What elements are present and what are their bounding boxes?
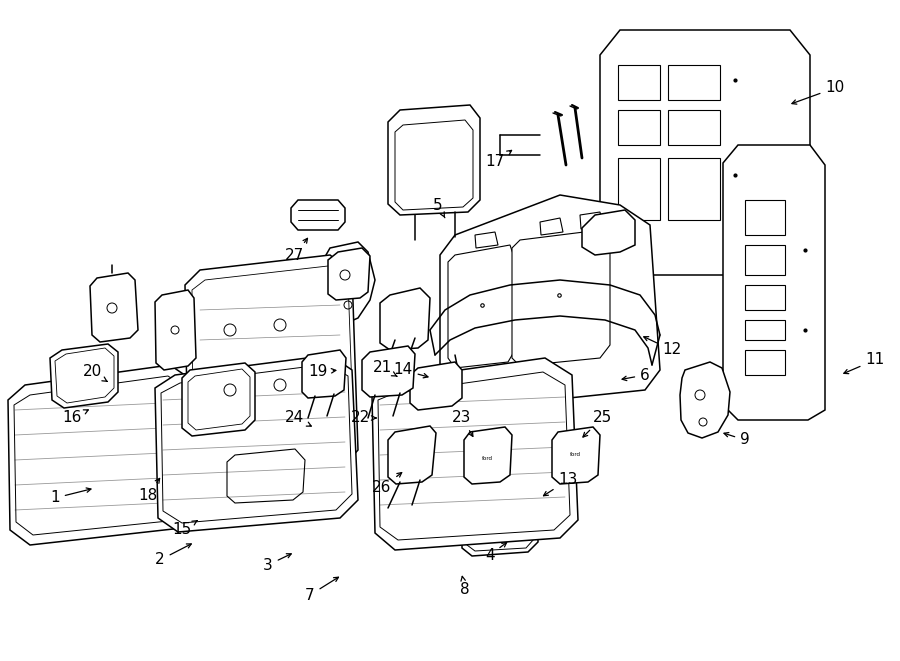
Text: 22: 22 [350, 410, 376, 426]
Polygon shape [291, 200, 345, 230]
Text: 24: 24 [285, 410, 311, 426]
Polygon shape [362, 346, 415, 397]
Text: 6: 6 [622, 368, 650, 383]
Text: 11: 11 [844, 352, 885, 373]
Text: 25: 25 [583, 410, 612, 437]
Text: 13: 13 [544, 473, 578, 496]
Text: 18: 18 [139, 479, 159, 502]
Polygon shape [745, 350, 785, 375]
Text: 1: 1 [50, 488, 91, 506]
Polygon shape [90, 273, 138, 342]
Text: 14: 14 [393, 362, 428, 378]
Polygon shape [618, 65, 660, 100]
Text: 4: 4 [485, 543, 507, 563]
Polygon shape [410, 362, 462, 410]
Polygon shape [448, 245, 515, 368]
Polygon shape [440, 195, 660, 400]
Polygon shape [475, 232, 498, 248]
Polygon shape [464, 427, 512, 484]
Text: 15: 15 [173, 521, 197, 537]
Text: 2: 2 [155, 544, 192, 568]
Polygon shape [155, 290, 196, 370]
Text: 27: 27 [285, 239, 308, 262]
Text: 20: 20 [83, 364, 107, 381]
Text: 5: 5 [433, 198, 445, 217]
Polygon shape [668, 110, 720, 145]
Polygon shape [8, 365, 198, 545]
Polygon shape [745, 200, 785, 235]
Polygon shape [668, 65, 720, 100]
Polygon shape [600, 30, 810, 275]
Polygon shape [372, 358, 578, 550]
Text: 10: 10 [792, 81, 844, 104]
Text: ford: ford [570, 453, 580, 457]
Text: 19: 19 [309, 364, 336, 379]
Text: ford: ford [482, 455, 492, 461]
Text: 17: 17 [485, 151, 511, 169]
Text: 21: 21 [373, 360, 397, 376]
Polygon shape [745, 320, 785, 340]
Polygon shape [50, 344, 118, 408]
Text: 7: 7 [305, 577, 338, 602]
Polygon shape [155, 355, 358, 532]
Text: 23: 23 [453, 410, 472, 436]
Text: 3: 3 [263, 554, 292, 572]
Text: 26: 26 [373, 473, 401, 496]
Text: 9: 9 [724, 432, 750, 447]
Polygon shape [580, 212, 603, 229]
Polygon shape [328, 248, 370, 300]
Polygon shape [462, 472, 538, 556]
Polygon shape [582, 210, 635, 255]
Polygon shape [302, 350, 346, 398]
Polygon shape [668, 158, 720, 220]
Polygon shape [745, 245, 785, 275]
Polygon shape [552, 427, 600, 484]
Polygon shape [322, 242, 375, 325]
Polygon shape [388, 105, 480, 215]
Polygon shape [540, 218, 563, 235]
Polygon shape [618, 158, 660, 220]
Text: 8: 8 [460, 576, 470, 598]
Polygon shape [185, 255, 358, 478]
Polygon shape [182, 363, 255, 436]
Polygon shape [723, 145, 825, 420]
Polygon shape [618, 110, 660, 145]
Polygon shape [512, 230, 610, 366]
Text: 16: 16 [62, 410, 88, 426]
Text: 12: 12 [644, 336, 681, 358]
Polygon shape [467, 479, 534, 551]
Polygon shape [380, 288, 430, 350]
Polygon shape [388, 426, 436, 484]
Polygon shape [745, 285, 785, 310]
Polygon shape [395, 120, 473, 210]
Polygon shape [680, 362, 730, 438]
